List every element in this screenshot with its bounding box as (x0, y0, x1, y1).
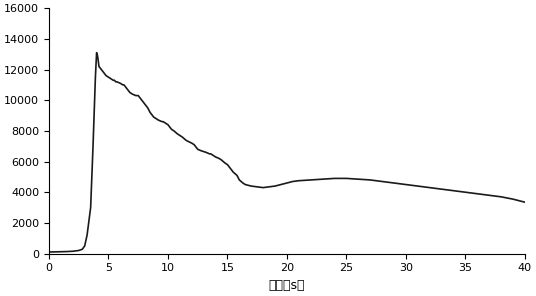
X-axis label: 时间（s）: 时间（s） (269, 279, 305, 292)
